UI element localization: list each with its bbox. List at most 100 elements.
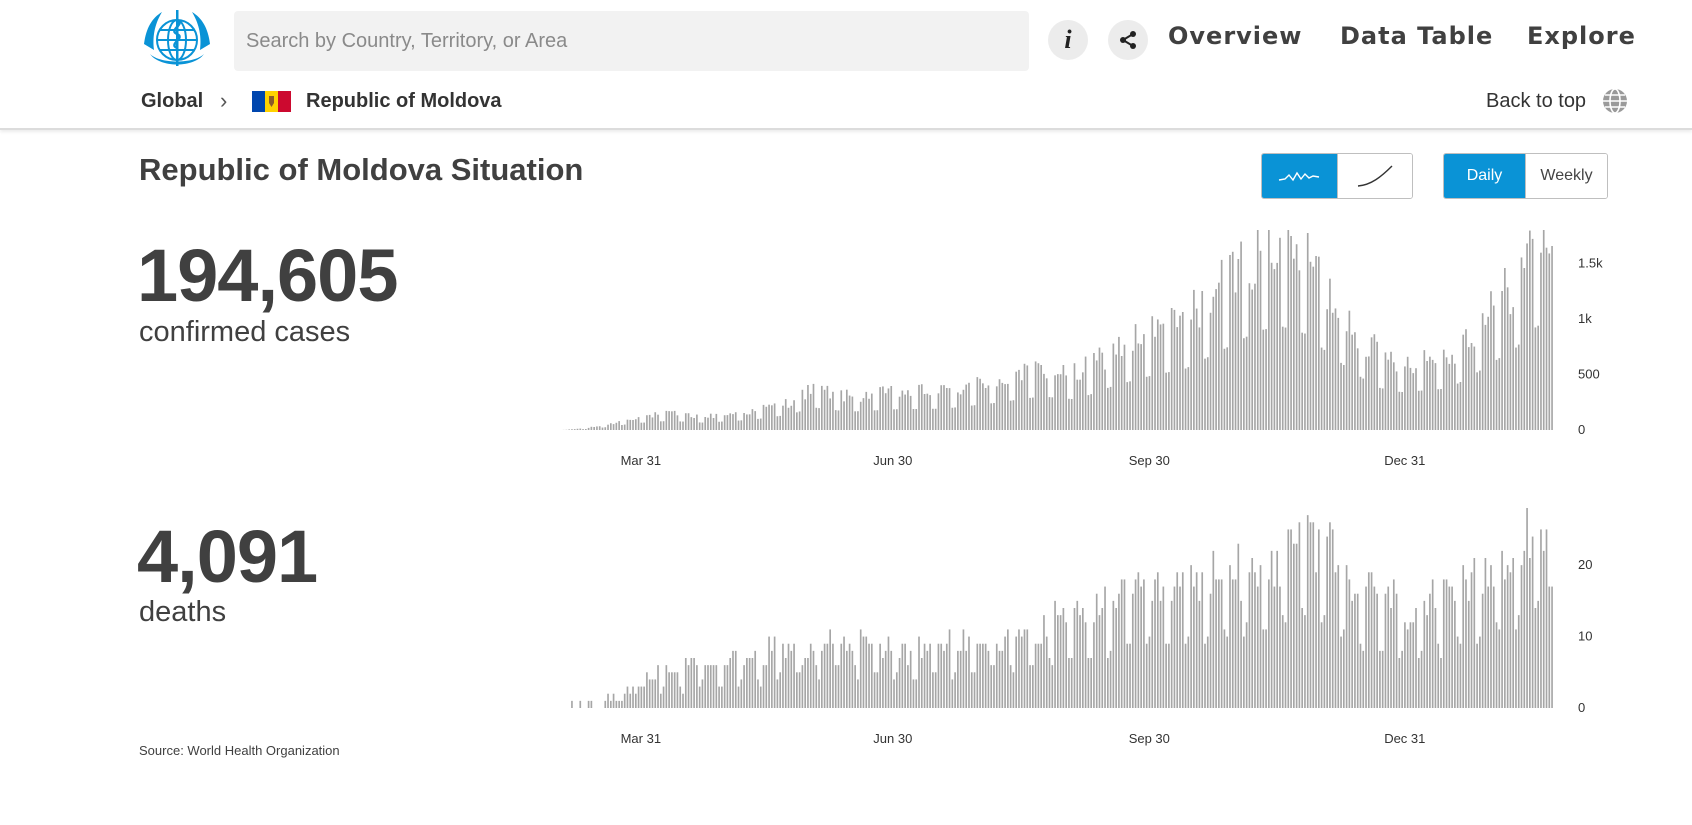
deaths-bar — [701, 679, 704, 708]
cases-bar — [690, 417, 693, 430]
cases-bar — [1023, 363, 1026, 430]
deaths-bar — [1456, 636, 1459, 708]
deaths-bar — [1090, 658, 1092, 708]
cases-bar — [1504, 268, 1506, 430]
nav-overview[interactable]: Overview — [1168, 22, 1303, 50]
cases-bar — [968, 382, 970, 430]
deaths-bar — [740, 679, 743, 708]
cases-bar — [823, 389, 826, 430]
deaths-bar — [1351, 600, 1353, 708]
cases-bar — [1040, 365, 1043, 430]
daily-new-mode-button[interactable] — [1262, 154, 1337, 198]
cases-bar — [757, 418, 759, 430]
cases-bar — [1254, 283, 1256, 430]
cases-bar — [1395, 371, 1398, 430]
cases-bar — [1170, 308, 1173, 430]
cases-bar — [796, 412, 798, 430]
deaths-bar — [590, 700, 593, 708]
cases-bar — [1490, 291, 1492, 430]
cases-bar — [1540, 252, 1542, 430]
breadcrumb-global[interactable]: Global — [141, 90, 204, 112]
globe-icon[interactable] — [1602, 88, 1628, 114]
cases-bar — [973, 405, 976, 430]
cases-bar — [729, 413, 732, 430]
cases-bar — [1098, 347, 1101, 430]
cases-bar — [818, 408, 820, 430]
cases-bar — [1168, 372, 1170, 430]
cases-bar — [1376, 341, 1378, 430]
back-to-top-link[interactable]: Back to top — [1486, 90, 1587, 112]
deaths-bar — [1512, 558, 1515, 708]
cases-y-tick: 500 — [1578, 366, 1600, 381]
deaths-bar — [1112, 600, 1115, 708]
weekly-button[interactable]: Weekly — [1525, 154, 1607, 198]
deaths-bar — [1415, 608, 1417, 708]
deaths-bar — [993, 665, 995, 708]
deaths-bar — [665, 665, 668, 708]
deaths-bar — [768, 636, 770, 708]
cases-bar — [1195, 308, 1198, 430]
cases-bar — [754, 411, 757, 430]
cases-bar — [1320, 347, 1323, 430]
deaths-bar — [912, 679, 915, 708]
deaths-bar — [659, 693, 662, 708]
cases-bar — [1093, 353, 1095, 430]
deaths-bar — [1079, 615, 1081, 708]
cases-bar-chart: 0 500 1k 1.5k Mar 31 Jun 30 Sep 30 Dec 31 — [562, 230, 1603, 468]
deaths-bar — [1237, 543, 1240, 708]
cases-bar — [923, 394, 926, 430]
deaths-bar — [682, 693, 684, 708]
daily-button[interactable]: Daily — [1444, 154, 1525, 198]
deaths-bar — [723, 665, 726, 708]
cases-bar — [1065, 375, 1067, 430]
cases-bar — [743, 413, 745, 430]
cases-bar — [1481, 313, 1484, 430]
cumulative-curve-icon — [1357, 165, 1393, 187]
deaths-bar — [898, 658, 901, 708]
cases-bar — [1526, 243, 1528, 430]
cases-bar — [859, 401, 862, 430]
cases-bar — [629, 419, 632, 430]
deaths-bar — [1248, 572, 1251, 708]
deaths-bar — [759, 686, 762, 708]
search-input[interactable] — [234, 11, 1029, 71]
nav-data-table[interactable]: Data Table — [1340, 22, 1494, 50]
cases-bar — [634, 419, 637, 430]
deaths-bar — [1198, 600, 1201, 708]
deaths-bar — [787, 643, 790, 708]
bar-trend-icon — [1279, 171, 1320, 182]
nav-explore[interactable]: Explore — [1527, 22, 1636, 50]
deaths-bar — [654, 679, 657, 708]
deaths-bar — [957, 650, 959, 708]
info-button[interactable]: i — [1048, 20, 1088, 60]
cases-bar — [659, 421, 662, 430]
cases-bar — [693, 418, 695, 430]
cases-bar — [1370, 337, 1373, 430]
cases-bar — [1309, 261, 1312, 430]
cumulative-mode-button[interactable] — [1336, 154, 1412, 198]
deaths-bar — [1068, 658, 1070, 708]
deaths-bar — [676, 672, 679, 708]
deaths-bar — [1362, 650, 1365, 708]
deaths-bar — [1542, 550, 1545, 708]
cases-bar — [1342, 365, 1345, 430]
deaths-bar — [1204, 643, 1206, 708]
cases-bar — [1140, 344, 1142, 430]
cases-bar — [943, 385, 945, 430]
deaths-bar — [1140, 586, 1142, 708]
deaths-bar — [643, 686, 645, 708]
deaths-bar — [1342, 629, 1345, 708]
deaths-bar — [1429, 593, 1431, 708]
deaths-bar — [868, 643, 870, 708]
deaths-bar — [1170, 600, 1173, 708]
deaths-bar — [796, 672, 798, 708]
cases-bar — [940, 385, 943, 430]
cases-bar — [1467, 347, 1470, 430]
cases-bar — [1384, 352, 1387, 430]
who-logo-icon[interactable] — [138, 6, 216, 76]
deaths-bar — [870, 643, 873, 708]
cases-bar — [1476, 372, 1478, 430]
cases-bar — [1090, 394, 1092, 430]
share-button[interactable] — [1108, 20, 1148, 60]
deaths-bar — [673, 672, 676, 708]
